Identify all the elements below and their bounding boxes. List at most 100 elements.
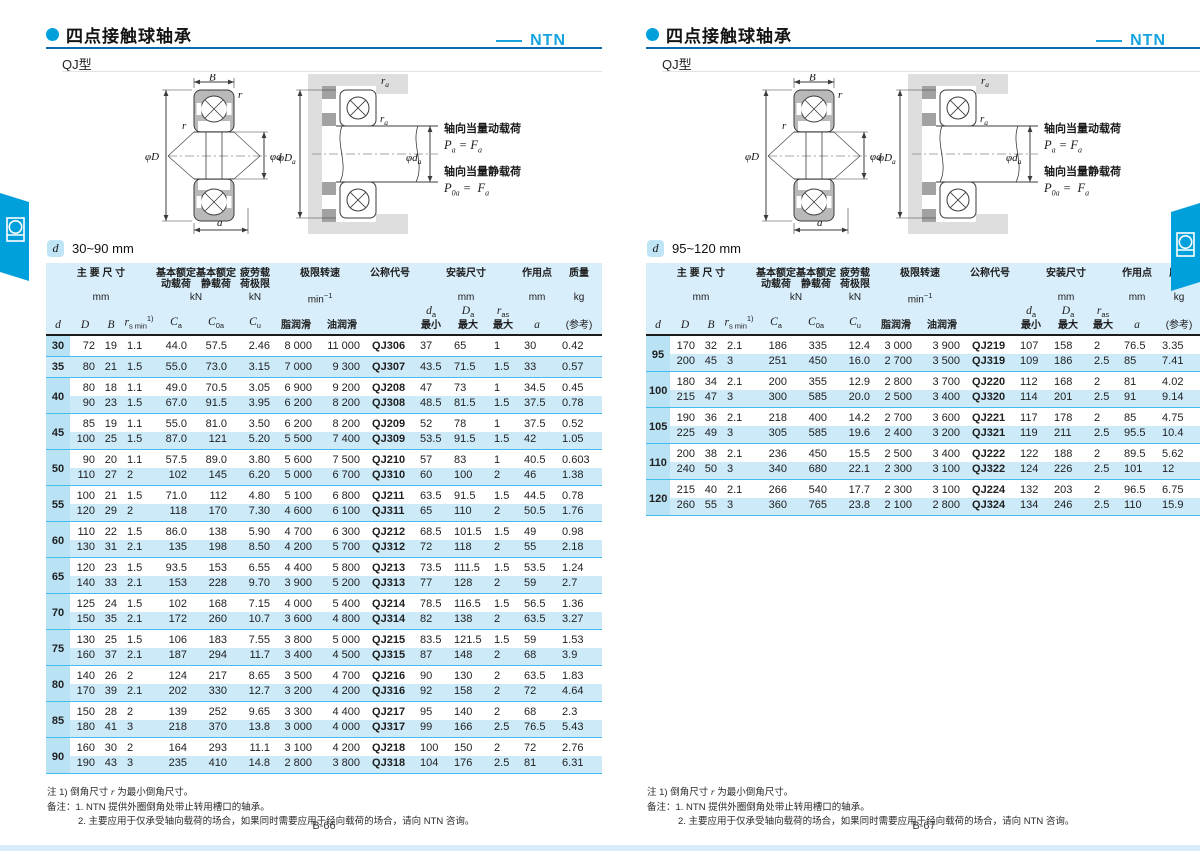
col-B: 26 — [100, 665, 122, 685]
col-bearing-code: QJ319 — [966, 354, 1015, 372]
unit-kn: kN — [156, 290, 237, 307]
col-D: 150 — [70, 612, 100, 630]
section-title-row: 四点接触球轴承 — [46, 22, 602, 49]
col-C0a: 355 — [796, 371, 837, 391]
col-da-min: 83.5 — [414, 629, 449, 649]
col-Ca: 49.0 — [156, 377, 197, 397]
cross-section-drawing: B r r φD φd a — [145, 72, 282, 234]
col-rs-min: 1.1 — [127, 340, 143, 353]
table-row: 50 90 20 1.1 57.5 89.0 3.80 5 600 7 500 QJ210 57 83… — [46, 449, 603, 486]
footnotes: 注 1) 倒角尺寸 r 为最小倒角尺寸。 备注：1. NTN 提供外圈倒角处带止… — [647, 786, 1074, 828]
col-Cu: 9.70 — [236, 576, 275, 594]
col-D: 160 — [70, 737, 100, 757]
col-Da-max: 150 — [448, 737, 489, 757]
col-B: 21 — [100, 356, 122, 378]
col-action-point-a: 96.5 — [1118, 479, 1157, 499]
col-rs-min: 3 — [722, 498, 757, 516]
col-bearing-code: QJ221 — [966, 407, 1015, 427]
col-grease-speed: 3 900 — [274, 576, 319, 594]
col-C0a: 81.0 — [196, 413, 237, 433]
col-bearing-code: QJ307 — [366, 356, 415, 378]
col-mass: 1.05 — [556, 432, 603, 450]
sym-da-min: da 最小 — [414, 306, 449, 337]
col-mass: 6.31 — [556, 756, 603, 774]
col-Da-max: 186 — [1048, 354, 1089, 372]
col-Ca: 55.0 — [156, 413, 197, 433]
col-grease-speed: 3 500 — [274, 665, 319, 685]
col-grease-speed: 4 400 — [274, 557, 319, 577]
header-grease-lub: 脂润滑 — [874, 306, 919, 337]
table-row: 40 80 18 1.1 49.0 70.5 3.05 6 900 9 200 QJ208 47 73… — [46, 377, 603, 414]
col-oil-speed: 4 400 — [318, 701, 367, 721]
table-row: 260 55 3 360 765 23.8 2 100 2 800 QJ324 134 246 2.5… — [646, 498, 1200, 516]
col-Da-max: 128 — [448, 576, 489, 594]
col-Ca: 153 — [156, 576, 197, 594]
col-da-min: 87 — [414, 648, 449, 666]
col-Ca: 235 — [156, 756, 197, 774]
label-phid: φd — [270, 151, 282, 163]
col-rs-min: 1.1 — [122, 377, 157, 397]
col-grease-speed: 3 000 — [884, 340, 913, 353]
col-bearing-code: QJ212 — [366, 521, 415, 541]
col-da-min: 52 — [414, 413, 449, 433]
col-bearing-code: QJ222 — [966, 443, 1015, 463]
footnote-1: 注 1) 倒角尺寸 r 为最小倒角尺寸。 — [47, 787, 194, 798]
col-D: 170 — [70, 684, 100, 702]
col-Cu: 12.9 — [836, 371, 875, 391]
col-d-value: 85 — [46, 701, 70, 738]
col-Ca: 300 — [756, 390, 797, 408]
label-phiDa: φDa — [278, 152, 296, 166]
col-Cu: 13.8 — [236, 720, 275, 738]
col-oil-speed: 3 100 — [918, 479, 967, 499]
col-Ca: 67.0 — [156, 396, 197, 414]
col-bearing-code: QJ321 — [966, 426, 1015, 444]
footnote-remark-1: 备注：1. NTN 提供外圈倒角处带止转用槽口的轴承。 — [647, 801, 870, 813]
ntn-logo: NTN — [1096, 32, 1166, 50]
col-Cu: 8.50 — [236, 540, 275, 558]
col-mass: 15.9 — [1156, 498, 1200, 516]
col-mass: 3.27 — [556, 612, 603, 630]
col-Da-max: 71.5 — [448, 356, 489, 378]
footnote-remark-2: 2. 主要应用于仅承受轴向载荷的场合，如果同时需要应用于经向载荷的场合，请向 N… — [678, 815, 1075, 827]
col-Ca: 305 — [756, 426, 797, 444]
static-load-equation: P0a = Fa — [1044, 180, 1090, 198]
col-da-min: 57 — [414, 449, 449, 469]
col-mass: 2.18 — [556, 540, 603, 558]
col-Cu: 3.95 — [236, 396, 275, 414]
col-Da-max: 121.5 — [448, 629, 489, 649]
col-Cu: 3.05 — [236, 377, 275, 397]
col-da-min: 109 — [1014, 354, 1049, 372]
ntn-logo-text: NTN — [530, 32, 566, 49]
col-mass: 1.83 — [556, 665, 603, 685]
col-D: 215 — [670, 479, 700, 499]
axial-load-info: 轴向当量动载荷 Pa = Fa 轴向当量静载荷 P0a = Fa — [444, 120, 599, 205]
col-action-point-a: 72 — [518, 684, 557, 702]
col-Cu: 22.1 — [836, 462, 875, 480]
col-rs-min: 3 — [722, 354, 757, 372]
col-rs-min: 1.5 — [122, 485, 157, 505]
col-ras-max: 1.5 — [488, 485, 519, 505]
col-bearing-code: QJ312 — [366, 540, 415, 558]
page-number: B-66 — [312, 820, 336, 832]
col-action-point-a: 44.5 — [518, 485, 557, 505]
header-fatigue-limit: 疲劳载 荷极限 — [236, 263, 275, 290]
col-rs-min: 1.1 — [122, 413, 157, 433]
col-Ca: 55.0 — [156, 356, 197, 378]
col-bearing-code: QJ210 — [366, 449, 415, 469]
col-ras-max: 2 — [1088, 407, 1119, 427]
col-d-value: 50 — [46, 449, 70, 486]
col-Cu: 8.65 — [236, 665, 275, 685]
col-grease-speed: 4 000 — [274, 593, 319, 613]
col-D: 240 — [670, 462, 700, 480]
col-grease-speed: 3 000 — [274, 720, 319, 738]
col-Ca: 172 — [156, 612, 197, 630]
page-edge-tab-left — [0, 193, 29, 281]
col-action-point-a: 91 — [1118, 390, 1157, 408]
col-rs-min: 2 — [122, 504, 157, 522]
col-D: 190 — [70, 756, 100, 774]
col-oil-speed: 6 100 — [318, 504, 367, 522]
col-d-value: 70 — [46, 593, 70, 630]
col-D: 100 — [70, 485, 100, 505]
header-mass: 质量 — [556, 263, 603, 290]
col-da-min: 73.5 — [414, 557, 449, 577]
